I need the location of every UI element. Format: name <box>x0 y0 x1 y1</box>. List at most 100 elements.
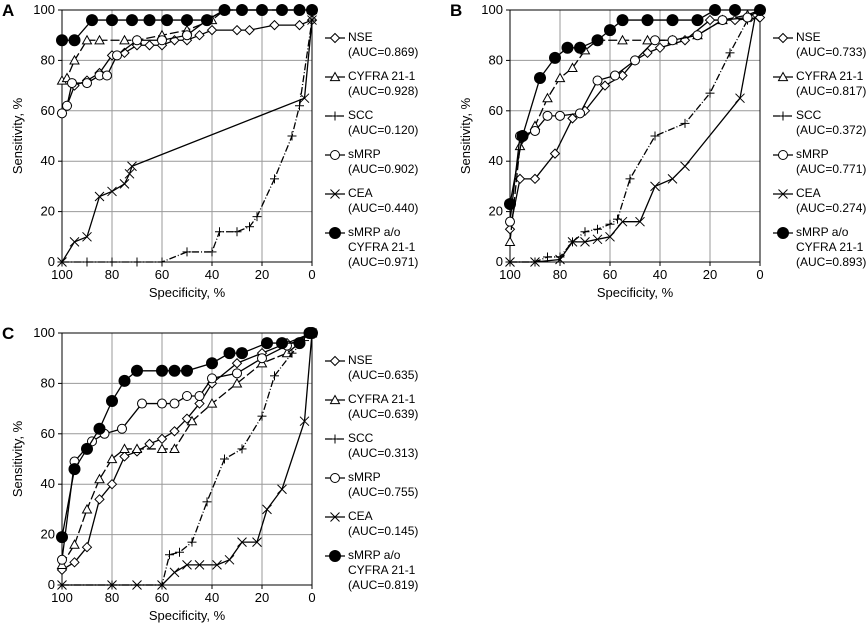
marker <box>157 35 167 46</box>
circle <box>630 55 640 66</box>
legend-symbol <box>325 473 345 483</box>
dot <box>118 374 131 387</box>
series-line <box>62 19 313 263</box>
marker <box>244 24 255 36</box>
x-tick-label: 60 <box>155 267 169 282</box>
marker <box>262 504 272 515</box>
diamond <box>69 557 80 568</box>
circle <box>169 398 180 409</box>
legend-symbol <box>773 71 793 82</box>
panel-label: A <box>2 1 14 20</box>
marker <box>293 337 306 350</box>
legend-label: CEA <box>348 186 373 200</box>
legend-label: SCC <box>348 431 374 445</box>
marker <box>605 231 615 242</box>
dot <box>93 422 106 435</box>
dot <box>293 337 306 350</box>
plot-frame <box>61 9 313 263</box>
circle <box>667 35 678 46</box>
panel-label: B <box>450 1 462 20</box>
plot-frame <box>61 332 313 586</box>
circle <box>182 30 192 41</box>
triangle <box>231 377 243 388</box>
marker <box>778 150 788 160</box>
diamond <box>329 32 341 44</box>
marker <box>182 559 192 570</box>
dot <box>156 364 168 377</box>
marker <box>329 227 341 239</box>
marker <box>717 15 728 26</box>
diamond <box>194 29 205 41</box>
marker <box>667 173 678 184</box>
circle <box>182 391 192 401</box>
dot <box>161 14 173 27</box>
marker <box>567 62 578 73</box>
x-b <box>237 537 247 548</box>
legend-auc: (AUC=0.120) <box>348 123 419 137</box>
panel-label: C <box>2 324 14 343</box>
x-b <box>778 189 788 199</box>
marker <box>666 14 679 27</box>
x-tick-label: 80 <box>105 590 119 605</box>
marker <box>516 130 529 142</box>
series-line <box>510 19 749 263</box>
marker <box>261 337 273 350</box>
marker <box>580 236 590 247</box>
marker <box>131 443 143 454</box>
dot <box>56 34 68 47</box>
marker <box>94 191 105 202</box>
marker <box>69 54 80 65</box>
circle <box>778 150 788 160</box>
triangle <box>119 443 130 454</box>
marker <box>236 347 248 360</box>
triangle <box>119 34 130 45</box>
marker <box>119 443 130 454</box>
marker <box>137 398 147 409</box>
marker <box>277 484 287 495</box>
marker <box>329 32 341 44</box>
legend-auc: (AUC=0.819) <box>348 578 419 592</box>
legend-auc: (AUC=0.971) <box>348 255 419 269</box>
diamond <box>156 433 168 445</box>
legend-symbol <box>773 150 793 160</box>
dot <box>143 14 156 27</box>
marker <box>554 72 566 83</box>
marker <box>642 34 653 45</box>
x-b <box>127 161 137 172</box>
marker <box>168 364 181 377</box>
marker <box>530 257 540 267</box>
series-line <box>62 340 305 586</box>
x-b <box>107 580 117 590</box>
marker <box>504 224 516 235</box>
triangle <box>329 394 341 405</box>
y-tick-label: 40 <box>41 153 55 168</box>
dot <box>223 347 236 360</box>
marker <box>56 531 68 544</box>
diamond <box>231 24 243 36</box>
x-axis-label: Specificity, % <box>149 608 226 623</box>
x-b <box>124 168 135 179</box>
marker <box>126 14 138 27</box>
marker <box>56 34 68 47</box>
marker <box>186 415 198 426</box>
marker <box>81 442 93 455</box>
circle <box>117 423 127 434</box>
x-tick-label: 80 <box>105 267 119 282</box>
marker <box>212 559 222 570</box>
y-tick-label: 80 <box>41 375 55 390</box>
legend-entry: CEA (AUC=0.440) <box>324 186 444 216</box>
marker <box>704 14 716 26</box>
marker <box>86 14 98 27</box>
y-axis-label: Sensitivity, % <box>10 97 25 174</box>
x-b <box>212 559 222 570</box>
circle <box>57 108 67 119</box>
legend-auc: (AUC=0.372) <box>796 123 867 137</box>
marker <box>132 35 142 46</box>
marker <box>542 92 553 103</box>
legend-label: sMRP a/o CYFRA 21-1 <box>348 548 416 577</box>
x-tick-label: 40 <box>205 267 219 282</box>
x-b <box>262 504 272 515</box>
marker <box>729 4 741 16</box>
circle <box>575 108 585 119</box>
marker <box>132 580 142 590</box>
